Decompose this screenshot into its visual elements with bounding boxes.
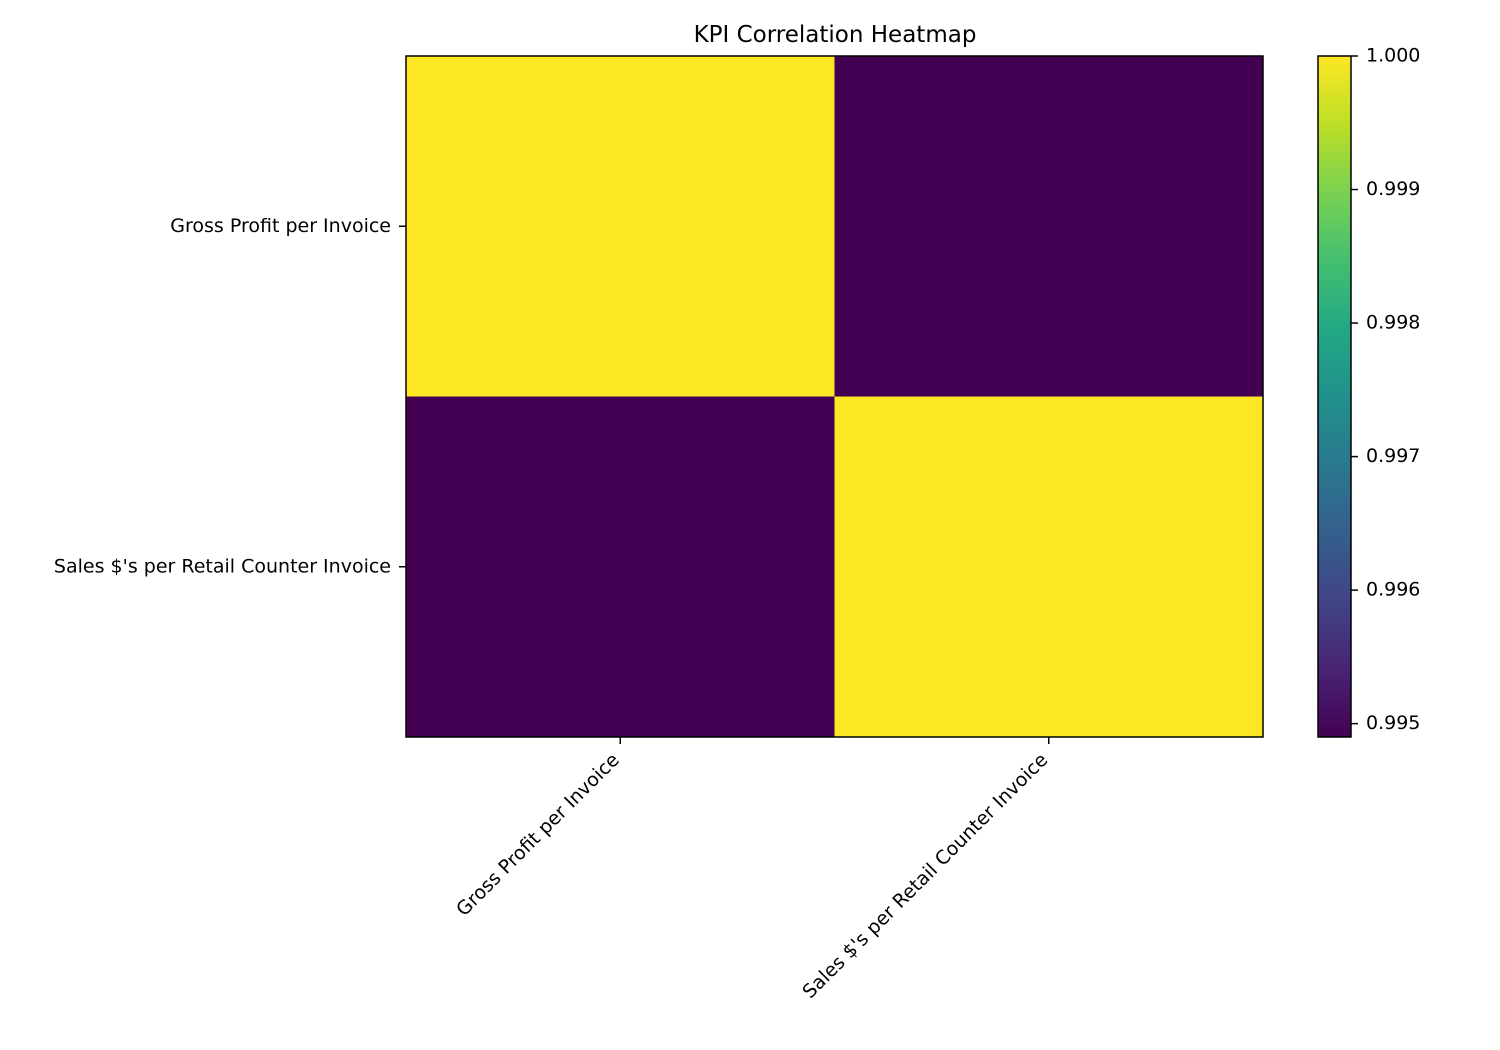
x-tick-label: Gross Profit per Invoice <box>452 749 624 921</box>
y-tick-label: Sales $'s per Retail Counter Invoice <box>54 555 391 577</box>
y-axis-ticks: Gross Profit per Invoice Sales $'s per Re… <box>54 215 406 577</box>
y-tick-label: Gross Profit per Invoice <box>170 215 391 237</box>
heatmap-cell-r0-c0 <box>406 56 835 397</box>
colorbar-tick-label: 0.995 <box>1366 712 1420 734</box>
heatmap-cell-r1-c1 <box>834 396 1264 738</box>
plot-frame <box>405 55 1264 738</box>
chart-title: KPI Correlation Heatmap <box>694 22 977 48</box>
x-axis-ticks: Gross Profit per Invoice Sales $'s per Re… <box>452 737 1052 1003</box>
heatmap-cells <box>406 56 1264 738</box>
colorbar-ticks: 0.995 0.996 0.997 0.998 0.999 1.000 <box>1351 45 1420 734</box>
colorbar-gradient <box>1318 56 1351 737</box>
colorbar-tick-label: 0.998 <box>1366 312 1420 334</box>
heatmap-cell-r1-c0 <box>406 396 835 738</box>
colorbar-tick-label: 0.999 <box>1366 178 1420 200</box>
colorbar-tick-label: 0.997 <box>1366 445 1420 467</box>
colorbar-tick-label: 0.996 <box>1366 579 1420 601</box>
colorbar-frame <box>1317 55 1352 738</box>
colorbar-tick-label: 1.000 <box>1366 45 1420 67</box>
colorbar: 0.995 0.996 0.997 0.998 0.999 1.000 <box>1317 45 1420 738</box>
heatmap-cell-r0-c1 <box>834 56 1264 397</box>
x-tick-label: Sales $'s per Retail Counter Invoice <box>798 749 1052 1003</box>
